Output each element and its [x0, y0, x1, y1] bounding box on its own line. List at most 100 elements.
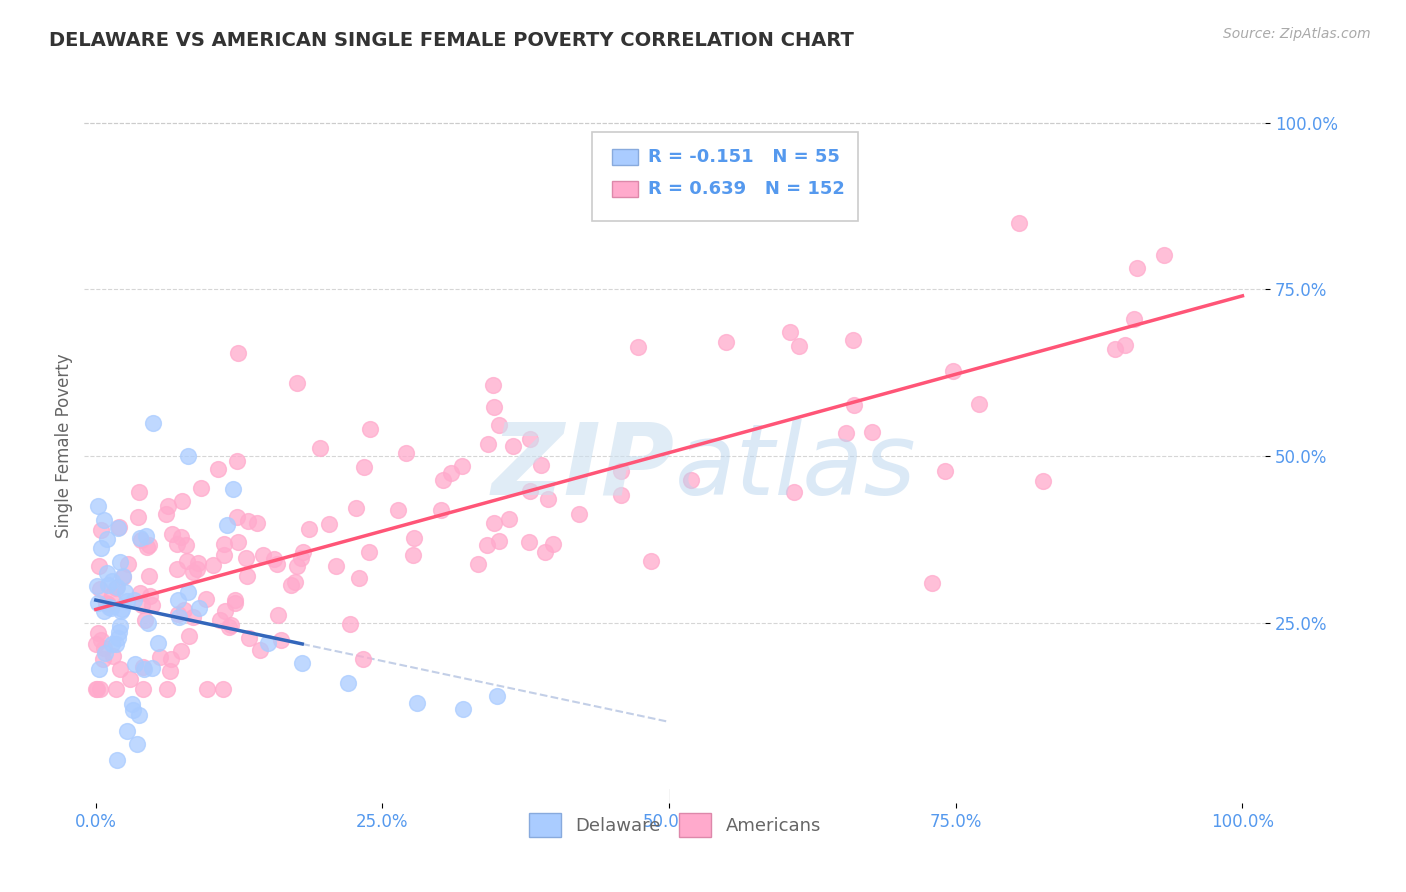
Point	[87, 662, 110, 676]
Point	[108, 662, 131, 676]
Point	[610, 465, 633, 479]
Point	[101, 574, 124, 588]
Point	[159, 652, 181, 666]
Point	[121, 698, 143, 712]
Point	[451, 458, 474, 473]
Point	[181, 565, 204, 579]
Point	[284, 575, 307, 590]
Point	[197, 682, 219, 697]
Point	[430, 502, 453, 516]
Point	[97, 597, 120, 611]
Point	[842, 333, 865, 347]
Point	[238, 631, 260, 645]
Point	[141, 661, 163, 675]
Point	[266, 558, 288, 572]
Point	[111, 602, 134, 616]
Point	[502, 438, 524, 452]
Point	[87, 558, 110, 573]
Point	[787, 339, 810, 353]
Point	[488, 418, 510, 433]
Point	[112, 569, 135, 583]
Point	[188, 601, 211, 615]
Point	[170, 530, 193, 544]
Point	[129, 586, 152, 600]
Point	[87, 626, 110, 640]
Text: DELAWARE VS AMERICAN SINGLE FEMALE POVERTY CORRELATION CHART: DELAWARE VS AMERICAN SINGLE FEMALE POVER…	[49, 31, 853, 50]
Point	[167, 592, 190, 607]
Point	[266, 607, 288, 622]
Point	[108, 556, 131, 570]
Point	[238, 514, 260, 528]
Point	[225, 509, 247, 524]
Point	[135, 540, 157, 554]
Point	[681, 473, 703, 487]
Point	[779, 325, 801, 339]
Point	[498, 512, 520, 526]
Point	[174, 538, 197, 552]
Text: R = 0.639   N = 152: R = 0.639 N = 152	[648, 180, 845, 198]
Point	[344, 501, 367, 516]
Point	[87, 596, 110, 610]
Point	[222, 483, 245, 497]
Point	[835, 425, 858, 440]
Point	[285, 559, 308, 574]
Y-axis label: Single Female Poverty: Single Female Poverty	[55, 354, 73, 538]
Point	[101, 648, 124, 663]
Point	[104, 637, 127, 651]
Point	[224, 596, 246, 610]
Point	[941, 364, 963, 378]
Point	[135, 529, 157, 543]
Point	[534, 544, 557, 558]
Point	[475, 538, 498, 552]
Point	[256, 636, 278, 650]
Point	[108, 624, 131, 639]
Point	[357, 545, 380, 559]
Point	[129, 533, 152, 548]
Text: atlas: atlas	[675, 419, 917, 516]
Point	[120, 672, 142, 686]
Point	[212, 548, 235, 562]
Point	[138, 538, 160, 552]
Point	[93, 604, 115, 618]
Point	[129, 531, 152, 545]
Point	[149, 649, 172, 664]
Point	[96, 566, 118, 581]
Point	[486, 689, 509, 703]
Point	[134, 613, 156, 627]
Point	[86, 579, 108, 593]
Point	[128, 485, 150, 500]
Point	[285, 376, 308, 390]
Point	[97, 600, 120, 615]
Point	[156, 499, 179, 513]
Point	[108, 520, 131, 534]
Point	[107, 631, 129, 645]
Text: Source: ZipAtlas.com: Source: ZipAtlas.com	[1223, 27, 1371, 41]
Point	[349, 572, 371, 586]
Point	[1123, 312, 1146, 326]
Bar	[612, 149, 638, 165]
Point	[108, 619, 131, 633]
Point	[155, 507, 177, 521]
Point	[337, 675, 360, 690]
Point	[517, 535, 540, 549]
Point	[226, 535, 249, 549]
Point	[432, 473, 454, 487]
Point	[159, 664, 181, 678]
FancyBboxPatch shape	[592, 132, 858, 221]
Point	[291, 545, 314, 559]
Point	[96, 532, 118, 546]
Point	[100, 601, 122, 615]
Point	[170, 493, 193, 508]
Point	[394, 446, 416, 460]
Point	[325, 559, 347, 574]
Point	[218, 619, 240, 633]
Point	[482, 377, 505, 392]
Point	[167, 610, 190, 624]
Point	[212, 682, 235, 697]
Point	[173, 603, 195, 617]
Point	[567, 508, 589, 522]
Point	[105, 580, 128, 594]
Point	[214, 604, 236, 618]
Point	[96, 596, 118, 610]
Point	[318, 517, 340, 532]
